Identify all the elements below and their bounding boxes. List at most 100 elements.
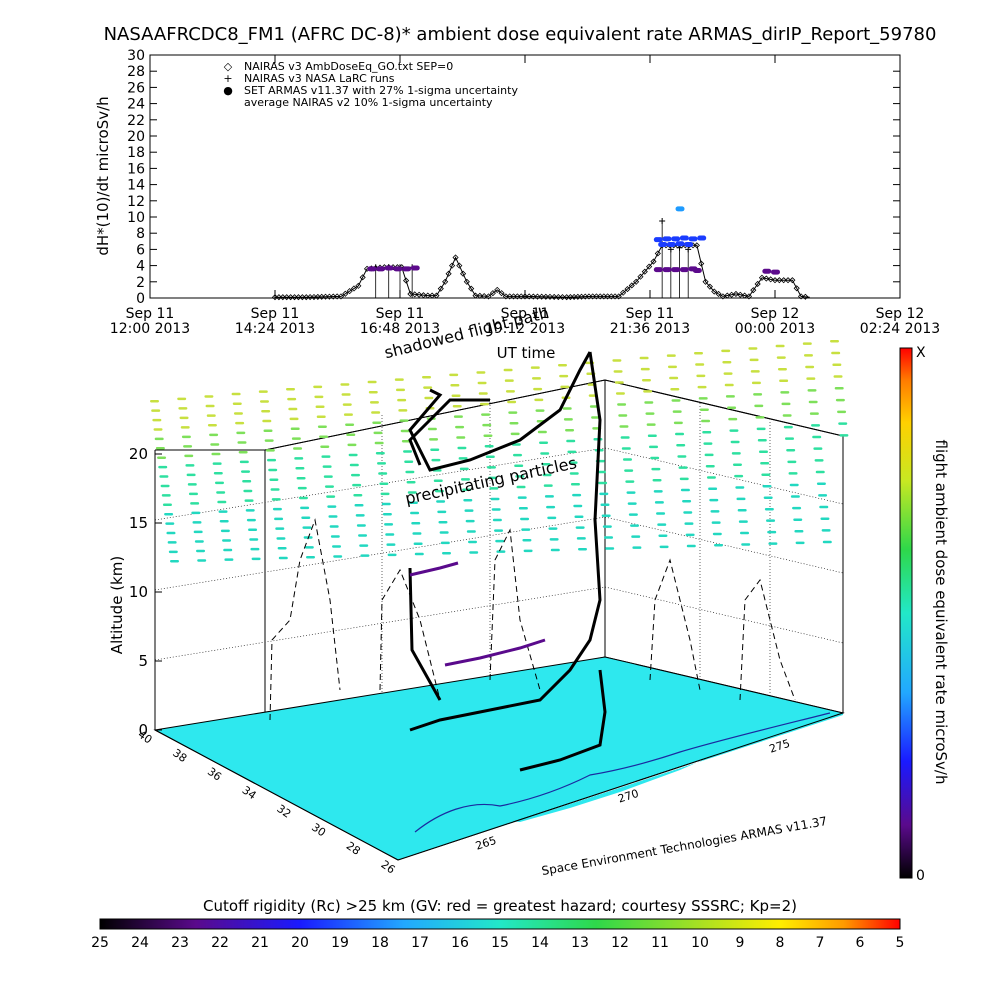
particle-dash — [833, 375, 843, 378]
particle-dash — [213, 472, 223, 475]
particle-dash — [433, 479, 443, 483]
nairas-diamond — [784, 277, 792, 284]
particle-dash — [330, 535, 340, 538]
colorbar-top-label: X — [916, 345, 926, 361]
particle-dash — [550, 548, 560, 552]
particle-dash — [575, 526, 585, 529]
nairas-diamond — [702, 278, 709, 285]
x-tick-day: Sep 11 — [376, 306, 425, 322]
particle-dash — [431, 458, 441, 462]
rigidity-tick-label: 21 — [251, 935, 269, 951]
armas-dot — [666, 242, 676, 248]
nairas-diamond — [424, 292, 431, 299]
particle-dash — [789, 483, 799, 487]
particle-dash — [485, 455, 495, 459]
particle-dash — [293, 447, 303, 450]
rigidity-tick-label: 10 — [691, 935, 709, 951]
particle-dash — [356, 524, 366, 527]
armas-dot — [653, 237, 663, 243]
x-tick-day: Sep 12 — [751, 306, 800, 322]
nairas-diamond — [706, 283, 713, 290]
particle-dash — [505, 390, 515, 393]
particle-dash — [384, 523, 394, 526]
y-tick-label: 6 — [136, 242, 145, 258]
nairas-diamond — [793, 285, 800, 292]
particle-dash — [372, 421, 382, 424]
wall-gridlines — [154, 398, 844, 727]
y-tick-label: 22 — [127, 113, 145, 129]
particle-dash — [731, 452, 741, 455]
particle-dash — [289, 417, 299, 421]
particle-dash — [723, 372, 733, 375]
particle-dash — [270, 488, 280, 491]
particle-dash — [503, 368, 513, 372]
particle-dash — [657, 523, 667, 526]
particle-dash — [346, 433, 356, 437]
z-tick-label: 10 — [129, 583, 148, 601]
particle-dash — [641, 379, 651, 382]
particle-dash — [612, 359, 622, 362]
particle-dash — [482, 423, 492, 427]
nairas-diamond — [732, 290, 740, 298]
particle-dash — [793, 518, 803, 521]
particle-dash — [302, 526, 312, 529]
particle-dash — [624, 469, 634, 472]
particle-dash — [277, 547, 287, 550]
particle-dash — [676, 444, 686, 447]
nairas-diamond — [780, 277, 787, 284]
particle-dash — [353, 493, 363, 497]
rigidity-title: Cutoff rigidity (Rc) >25 km (GV: red = g… — [203, 897, 797, 915]
armas-dot — [402, 266, 412, 272]
particle-dash — [244, 499, 254, 502]
particle-dash — [323, 475, 333, 478]
particle-dash — [204, 395, 214, 398]
particle-dash — [423, 386, 433, 389]
particle-dash — [598, 481, 608, 485]
rigidity-tick-label: 25 — [91, 935, 109, 951]
rigidity-tick-label: 8 — [776, 935, 785, 951]
particle-dash — [767, 530, 777, 534]
rigidity-tick-label: 18 — [371, 935, 389, 951]
particle-dash — [401, 439, 411, 443]
particle-dash — [453, 415, 463, 418]
particle-dash — [802, 342, 812, 345]
x-tick-day: Sep 12 — [876, 306, 925, 322]
armas-dot — [675, 206, 685, 212]
particle-dash — [242, 480, 252, 483]
particle-dash — [537, 430, 547, 434]
particle-dash — [250, 547, 260, 551]
particle-dash — [320, 445, 330, 448]
armas-dot — [384, 265, 394, 271]
legend-label: NAIRAS v3 AmbDoseEq_GO.txt SEP=0 — [244, 60, 453, 73]
particle-dash — [704, 453, 714, 457]
particle-dash — [815, 470, 825, 474]
armas-dot — [658, 242, 668, 248]
nairas-diamond — [437, 285, 444, 292]
particle-dash — [197, 559, 207, 562]
particle-dash — [785, 437, 795, 440]
particle-dash — [326, 495, 336, 498]
particle-dash — [508, 411, 518, 414]
particle-dash — [239, 460, 249, 464]
particle-dash — [286, 388, 295, 391]
particle-dash — [755, 416, 765, 419]
legend: ◇ NAIRAS v3 AmbDoseEq_GO.txt SEP=0 + NAIRAS… — [223, 60, 518, 109]
nairas-diamond — [460, 270, 467, 277]
particle-dash — [438, 520, 448, 524]
nairas-diamond — [628, 282, 635, 289]
particle-dash — [591, 416, 601, 419]
particle-dash — [644, 401, 654, 404]
vertical-colorbar: X 0 flight ambient dose equivalent rate … — [899, 345, 950, 884]
particle-dash — [298, 496, 308, 500]
y-tick-label: 4 — [136, 259, 145, 275]
nairas-diamond — [538, 293, 545, 300]
particle-dash — [214, 481, 224, 485]
particle-dash — [605, 547, 615, 550]
particle-dash — [468, 540, 478, 544]
particle-dash — [359, 544, 369, 547]
particle-dash — [725, 395, 735, 398]
particle-dash — [758, 450, 768, 454]
particle-dash — [181, 435, 191, 439]
particle-dash — [643, 390, 653, 393]
